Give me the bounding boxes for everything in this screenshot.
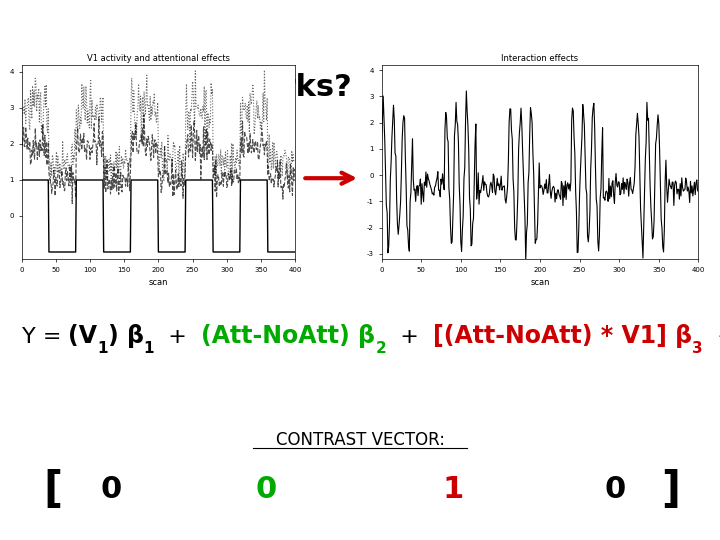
X-axis label: scan: scan [530, 279, 550, 287]
Text: (Att-NoAtt) β: (Att-NoAtt) β [202, 324, 375, 348]
Title: V1 activity and attentional effects: V1 activity and attentional effects [87, 53, 230, 63]
Text: 2: 2 [375, 341, 386, 356]
Text: 0: 0 [256, 475, 277, 504]
Text: (V: (V [68, 324, 97, 348]
Text: CONTRAST VECTOR:: CONTRAST VECTOR: [276, 430, 444, 449]
Text: 3: 3 [693, 341, 703, 356]
Text: ) β: ) β [108, 324, 144, 348]
Text: 0: 0 [605, 475, 626, 504]
Text: Y =: Y = [22, 327, 68, 347]
X-axis label: scan: scan [148, 279, 168, 287]
Text: PPI: how it works?: PPI: how it works? [36, 73, 352, 102]
Title: Interaction effects: Interaction effects [501, 53, 579, 63]
Text: 1: 1 [443, 475, 464, 504]
Text: 0: 0 [101, 475, 122, 504]
Text: ]: ] [662, 469, 680, 511]
Text: +  β0 + ε: + β0 + ε [703, 327, 720, 347]
Text: +: + [154, 327, 202, 347]
Text: 1: 1 [97, 341, 108, 356]
Text: [(Att-NoAtt) * V1] β: [(Att-NoAtt) * V1] β [433, 324, 693, 348]
Text: 1: 1 [144, 341, 154, 356]
Text: +: + [386, 327, 433, 347]
Text: [: [ [43, 469, 63, 511]
Text: ⌂UCL: ⌂UCL [573, 0, 698, 38]
